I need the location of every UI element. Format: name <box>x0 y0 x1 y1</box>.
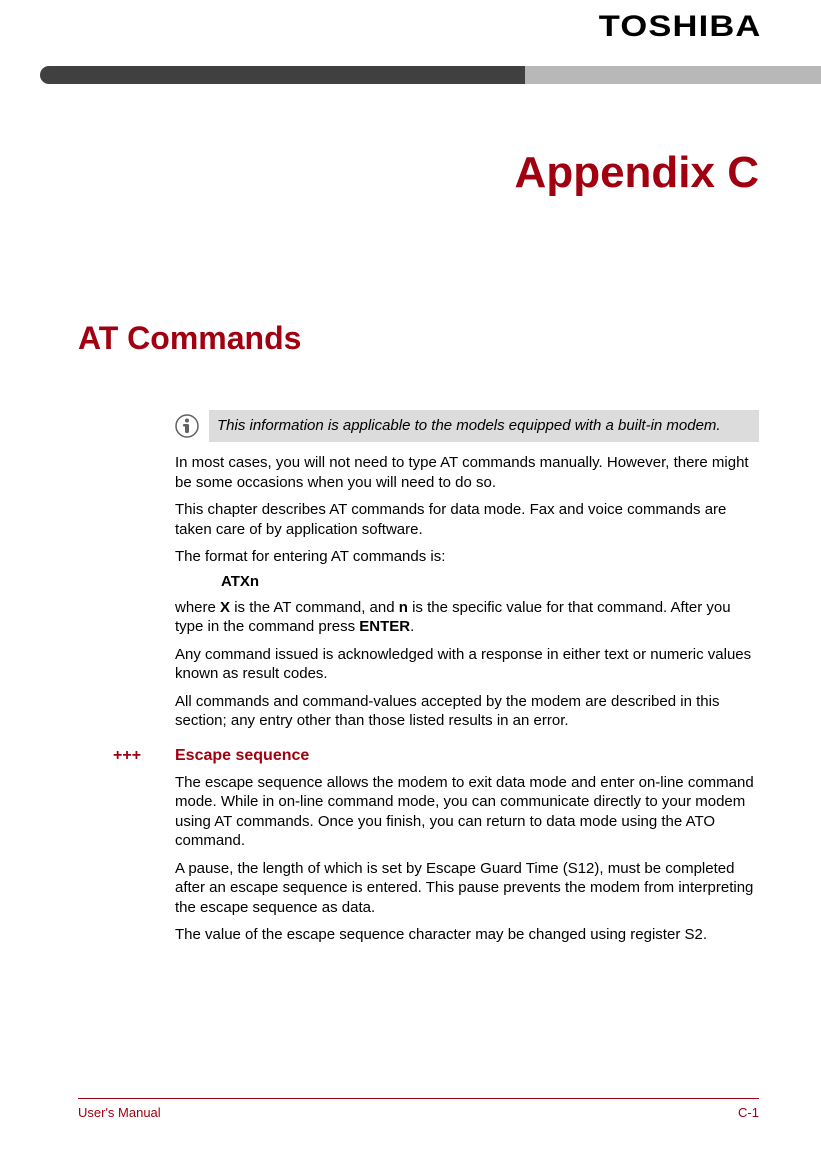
footer-left: User's Manual <box>78 1105 161 1120</box>
content-area: This information is applicable to the mo… <box>175 410 759 945</box>
text-run: where <box>175 599 220 616</box>
body-paragraph: This chapter describes AT commands for d… <box>175 500 759 539</box>
body-paragraph: In most cases, you will not need to type… <box>175 453 759 492</box>
brand-logo: TOSHIBA <box>598 10 761 44</box>
body-paragraph: The format for entering AT commands is: <box>175 547 759 567</box>
body-paragraph: The value of the escape sequence charact… <box>175 925 759 945</box>
body-paragraph: The escape sequence allows the modem to … <box>175 773 759 851</box>
footer-right: C-1 <box>738 1105 759 1120</box>
subheading-escape: +++Escape sequence <box>113 747 697 765</box>
page-footer: User's Manual C-1 <box>78 1098 759 1120</box>
info-icon <box>175 414 209 443</box>
info-note-text: This information is applicable to the mo… <box>209 410 759 442</box>
bold-n: n <box>399 599 408 616</box>
text-run: is the AT command, and <box>230 599 399 616</box>
body-paragraph: where X is the AT command, and n is the … <box>175 598 759 637</box>
bold-x: X <box>220 599 230 616</box>
command-format: ATXn <box>221 573 759 590</box>
text-run: . <box>410 618 414 635</box>
body-paragraph: All commands and command-values accepted… <box>175 692 759 731</box>
header-bar-light <box>525 66 821 84</box>
header-rule <box>40 60 821 88</box>
appendix-title: Appendix C <box>515 148 759 198</box>
bold-enter: ENTER <box>359 618 410 635</box>
subheading-label: Escape sequence <box>175 747 309 764</box>
subheading-prefix: +++ <box>113 747 175 765</box>
header-bar-dark <box>40 66 525 84</box>
info-note: This information is applicable to the mo… <box>175 410 759 443</box>
body-paragraph: A pause, the length of which is set by E… <box>175 859 759 918</box>
section-title: AT Commands <box>78 320 301 357</box>
body-paragraph: Any command issued is acknowledged with … <box>175 645 759 684</box>
